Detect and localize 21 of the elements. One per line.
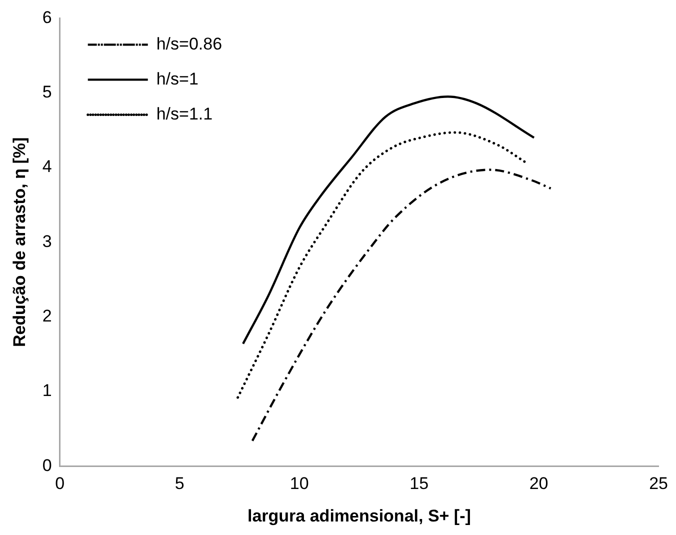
y-axis-title: Redução de arrasto, η [%] (10, 137, 29, 348)
line-series (236, 131, 526, 399)
x-tick-label: 0 (55, 474, 65, 494)
legend-label: h/s=1 (156, 69, 198, 88)
legend-label: h/s=0.86 (156, 34, 222, 54)
y-tick-label: 0 (42, 456, 52, 475)
x-tick-label: 20 (529, 474, 548, 494)
x-tick-label: 10 (290, 474, 309, 494)
x-tick-label: 15 (410, 474, 429, 494)
y-tick-label: 4 (42, 157, 52, 176)
line-series (242, 96, 536, 345)
x-tick-label: 25 (649, 474, 668, 494)
y-tick-label: 6 (42, 8, 52, 27)
y-tick-label: 3 (42, 232, 52, 251)
x-tick-label: 5 (174, 474, 184, 494)
y-tick-label: 1 (42, 381, 52, 400)
line-series (251, 168, 552, 442)
y-tick-label: 5 (42, 82, 52, 102)
legend-label: h/s=1.1 (156, 104, 213, 124)
y-tick-label: 2 (42, 306, 52, 326)
x-axis-title: largura adimensional, S+ [-] (247, 506, 471, 526)
